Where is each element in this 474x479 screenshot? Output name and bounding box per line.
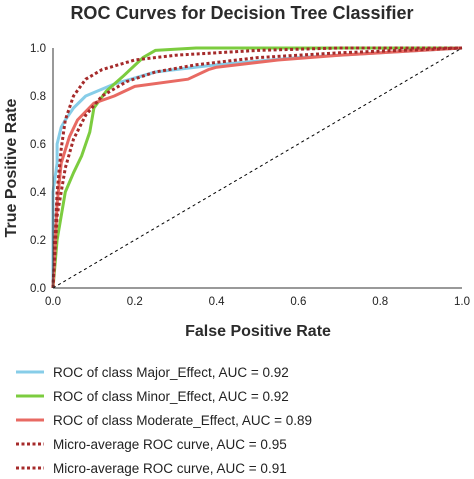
- series-line-2: [51, 46, 463, 289]
- legend-label: ROC of class Minor_Effect, AUC = 0.92: [53, 389, 289, 404]
- x-tick-label: 0.8: [372, 296, 388, 308]
- y-tick-label: 0.0: [30, 283, 46, 295]
- legend-label: Micro-average ROC curve, AUC = 0.95: [53, 437, 287, 452]
- legend-label: ROC of class Moderate_Effect, AUC = 0.89: [53, 413, 312, 428]
- y-tick-label: 1.0: [30, 43, 46, 55]
- series-line-3: [51, 46, 462, 289]
- y-tick-label: 0.2: [30, 235, 46, 247]
- y-tick-label: 0.4: [30, 187, 47, 199]
- chart-title: ROC Curves for Decision Tree Classifier: [70, 3, 413, 23]
- x-tick-label: 0.0: [45, 296, 61, 308]
- plot-area: 0.0 0.2 0.4 0.6 0.8 1.0 0.0 0.2 0.4 0.6 0.8 1.0: [30, 43, 470, 308]
- y-tick-label: 0.6: [30, 139, 46, 151]
- x-tick-label: 0.2: [127, 296, 143, 308]
- chance-diagonal-line: [52, 47, 463, 289]
- x-tick-label: 0.4: [209, 296, 226, 308]
- legend-label: ROC of class Major_Effect, AUC = 0.92: [53, 365, 289, 380]
- x-tick-label: 1.0: [454, 296, 470, 308]
- series-line-1: [51, 46, 462, 289]
- legend: ROC of class Major_Effect, AUC = 0.92 ROC…: [16, 365, 312, 476]
- y-axis-label: True Positive Rate: [3, 99, 20, 238]
- series-line-4: [51, 46, 463, 289]
- legend-label: Micro-average ROC curve, AUC = 0.91: [53, 461, 287, 476]
- y-tick-label: 0.8: [30, 91, 46, 103]
- x-axis-label: False Positive Rate: [185, 323, 331, 340]
- x-tick-label: 0.6: [290, 296, 306, 308]
